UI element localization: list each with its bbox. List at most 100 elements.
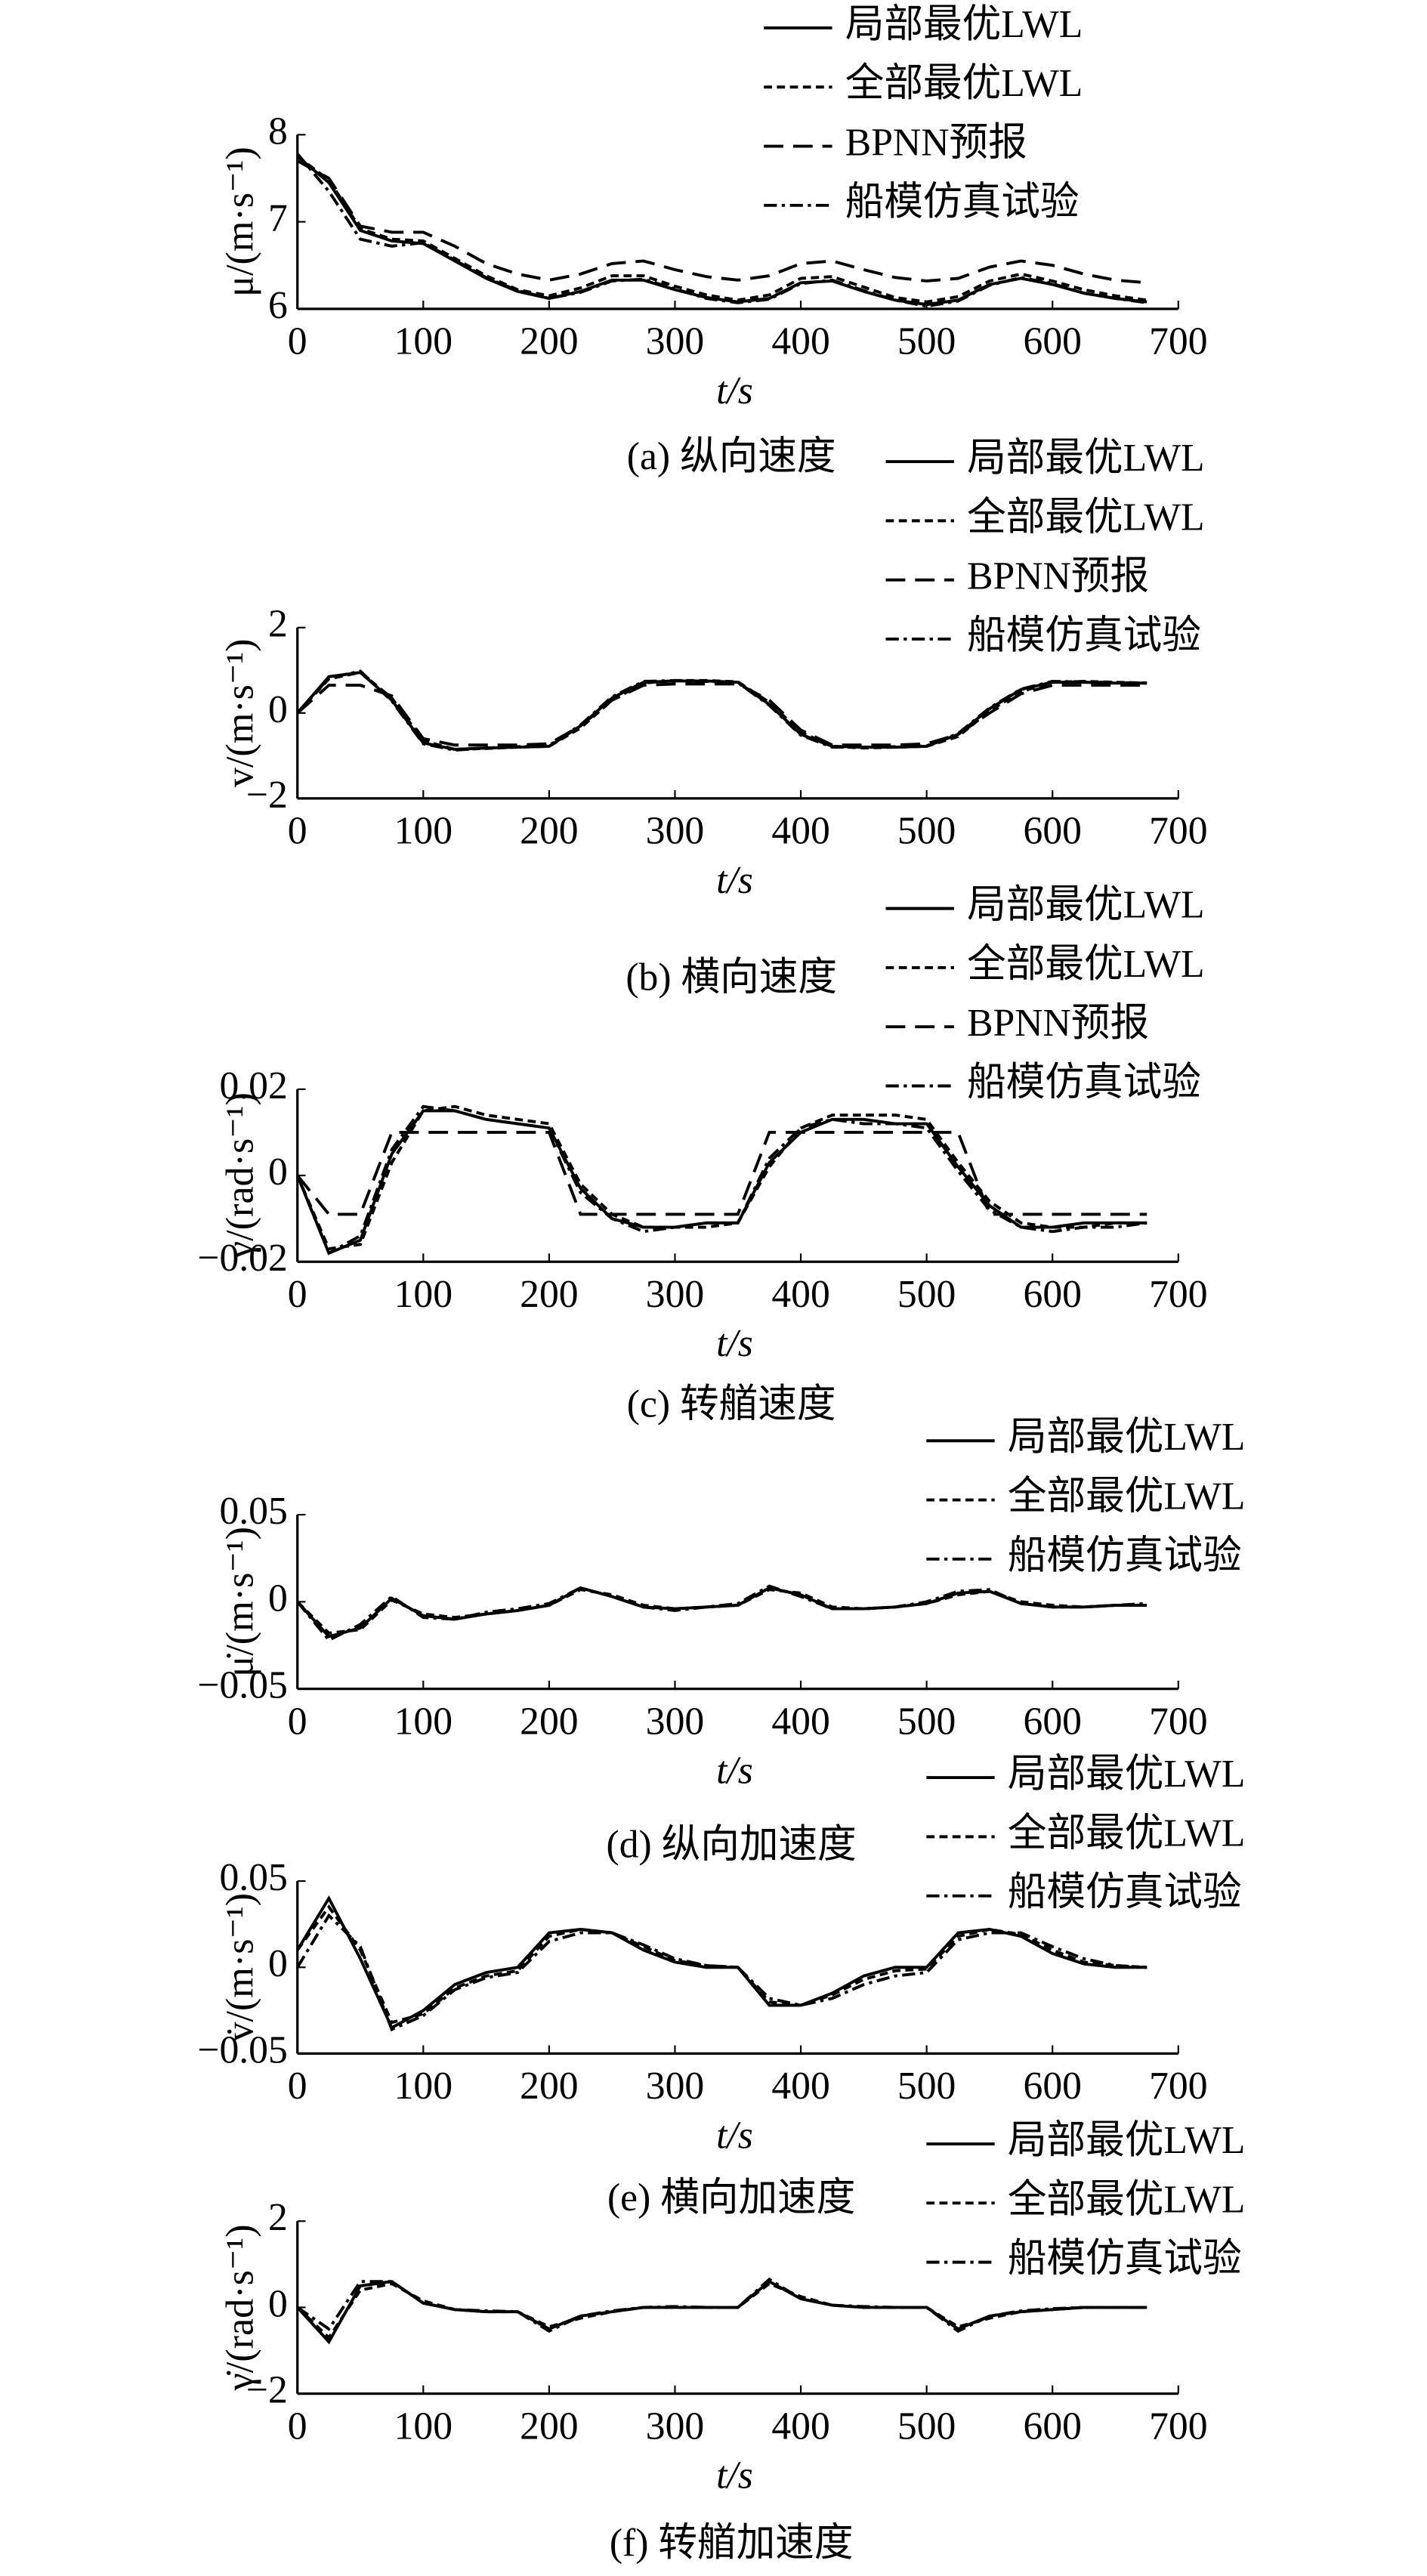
x-tick-label: 0 <box>288 809 307 852</box>
x-tick-label: 400 <box>771 2405 829 2448</box>
series-line <box>296 1913 1147 2032</box>
x-tick-label: 0 <box>288 1273 307 1316</box>
legend-label: 局部最优LWL <box>967 883 1204 926</box>
y-tick-label: −0.05 <box>197 2028 287 2071</box>
x-axis-label: t/s <box>716 1322 753 1365</box>
x-tick-label: 0 <box>288 320 307 363</box>
caption: (b) 横向速度 <box>625 956 837 999</box>
y-tick-label: 0 <box>268 688 288 731</box>
legend-label: 全部最优LWL <box>1008 1475 1245 1518</box>
x-tick-label: 300 <box>646 2065 704 2108</box>
x-tick-label: 0 <box>288 2065 307 2108</box>
y-axis-label: v/(m·s⁻¹) <box>219 638 262 787</box>
legend-label: 全部最优LWL <box>967 943 1204 986</box>
y-tick-label: 7 <box>268 196 288 239</box>
y-tick-label: 0.05 <box>219 1490 287 1533</box>
x-tick-label: 500 <box>897 1700 956 1743</box>
y-axis-label: γ/(rad·s⁻¹) <box>219 1092 262 1259</box>
y-tick-label: 2 <box>268 2196 288 2239</box>
legend-label: 全部最优LWL <box>1008 1812 1245 1855</box>
series-line <box>296 669 1147 752</box>
series-line <box>295 1104 1147 1256</box>
series-line <box>296 1130 1147 1216</box>
series-line <box>296 2277 1147 2334</box>
x-axis-label: t/s <box>716 859 753 902</box>
series-line <box>296 671 1147 751</box>
x-tick-label: 700 <box>1149 809 1207 852</box>
caption: (f) 转艏加速度 <box>610 2522 854 2565</box>
legend-label: 船模仿真试验 <box>1008 2237 1242 2280</box>
x-axis-label: t/s <box>716 2114 753 2157</box>
x-tick-label: 100 <box>394 2065 453 2108</box>
legend-label: 船模仿真试验 <box>1008 1534 1242 1577</box>
series-line <box>295 1109 1147 1256</box>
x-axis-label: t/s <box>716 2454 753 2497</box>
series-line <box>296 1904 1147 2025</box>
x-tick-label: 400 <box>771 1700 829 1743</box>
legend-label: 局部最优LWL <box>967 437 1204 480</box>
x-tick-label: 200 <box>520 1273 578 1316</box>
x-axis-label: t/s <box>716 1749 753 1792</box>
series-line <box>296 682 1147 747</box>
y-tick-label: 8 <box>268 110 288 153</box>
x-tick-label: 600 <box>1024 2065 1082 2108</box>
series-line <box>296 153 1147 308</box>
y-tick-label: 0.02 <box>219 1064 287 1107</box>
y-tick-label: 0 <box>268 1151 288 1194</box>
x-tick-label: 100 <box>394 809 453 852</box>
x-axis-label: t/s <box>716 369 753 412</box>
x-tick-label: 700 <box>1149 1273 1207 1316</box>
legend-label: 局部最优LWL <box>1008 2119 1245 2162</box>
x-tick-label: 0 <box>288 2405 307 2448</box>
x-tick-label: 400 <box>771 1273 829 1316</box>
x-tick-label: 600 <box>1024 809 1082 852</box>
x-tick-label: 300 <box>646 1700 704 1743</box>
series-line <box>296 1586 1147 1639</box>
y-tick-label: 2 <box>268 602 288 645</box>
legend-label: 局部最优LWL <box>1008 1753 1245 1796</box>
y-axis-label: γ̇/(rad·s⁻¹) <box>219 2225 262 2392</box>
series-line <box>296 1895 1147 2030</box>
x-tick-label: 500 <box>897 2065 956 2108</box>
x-tick-label: 100 <box>394 2405 453 2448</box>
x-tick-label: 200 <box>520 1700 578 1743</box>
legend-label: 全部最优LWL <box>1008 2178 1245 2221</box>
legend-label: 局部最优LWL <box>1008 1416 1245 1459</box>
legend-label: BPNN预报 <box>845 121 1027 164</box>
y-tick-label: 0 <box>268 1577 288 1620</box>
x-tick-label: 700 <box>1149 2065 1207 2108</box>
y-tick-label: −2 <box>246 2368 288 2411</box>
x-tick-label: 200 <box>520 809 578 852</box>
legend-label: 船模仿真试验 <box>845 181 1080 224</box>
x-tick-label: 500 <box>897 320 956 363</box>
y-axis-label: v̇/(m·s⁻¹) <box>219 1893 262 2042</box>
series-line <box>296 155 1147 304</box>
x-tick-label: 400 <box>771 2065 829 2108</box>
legend-label: 船模仿真试验 <box>967 614 1201 657</box>
x-tick-label: 200 <box>520 320 578 363</box>
x-tick-label: 200 <box>520 2405 578 2448</box>
y-axis-label: μ̇/(m·s⁻¹) <box>219 1527 262 1677</box>
x-tick-label: 300 <box>646 2405 704 2448</box>
x-tick-label: 600 <box>1024 2405 1082 2448</box>
series-line <box>296 159 1147 285</box>
x-tick-label: 300 <box>646 809 704 852</box>
x-tick-label: 100 <box>394 1700 453 1743</box>
x-tick-label: 600 <box>1024 1700 1082 1743</box>
y-tick-label: −0.02 <box>197 1237 287 1280</box>
x-tick-label: 100 <box>394 1273 453 1316</box>
x-tick-label: 500 <box>897 1273 956 1316</box>
x-tick-label: 500 <box>897 2405 956 2448</box>
y-tick-label: −2 <box>246 774 288 817</box>
x-tick-label: 700 <box>1149 1700 1207 1743</box>
x-tick-label: 0 <box>288 1700 307 1743</box>
series-line <box>296 155 1147 307</box>
legend-label: 全部最优LWL <box>967 496 1204 539</box>
x-tick-label: 700 <box>1149 2405 1207 2448</box>
x-tick-label: 100 <box>394 320 453 363</box>
caption: (d) 纵向加速度 <box>607 1823 857 1866</box>
series-line <box>296 1588 1147 1635</box>
x-tick-label: 400 <box>771 809 829 852</box>
x-tick-label: 600 <box>1024 320 1082 363</box>
